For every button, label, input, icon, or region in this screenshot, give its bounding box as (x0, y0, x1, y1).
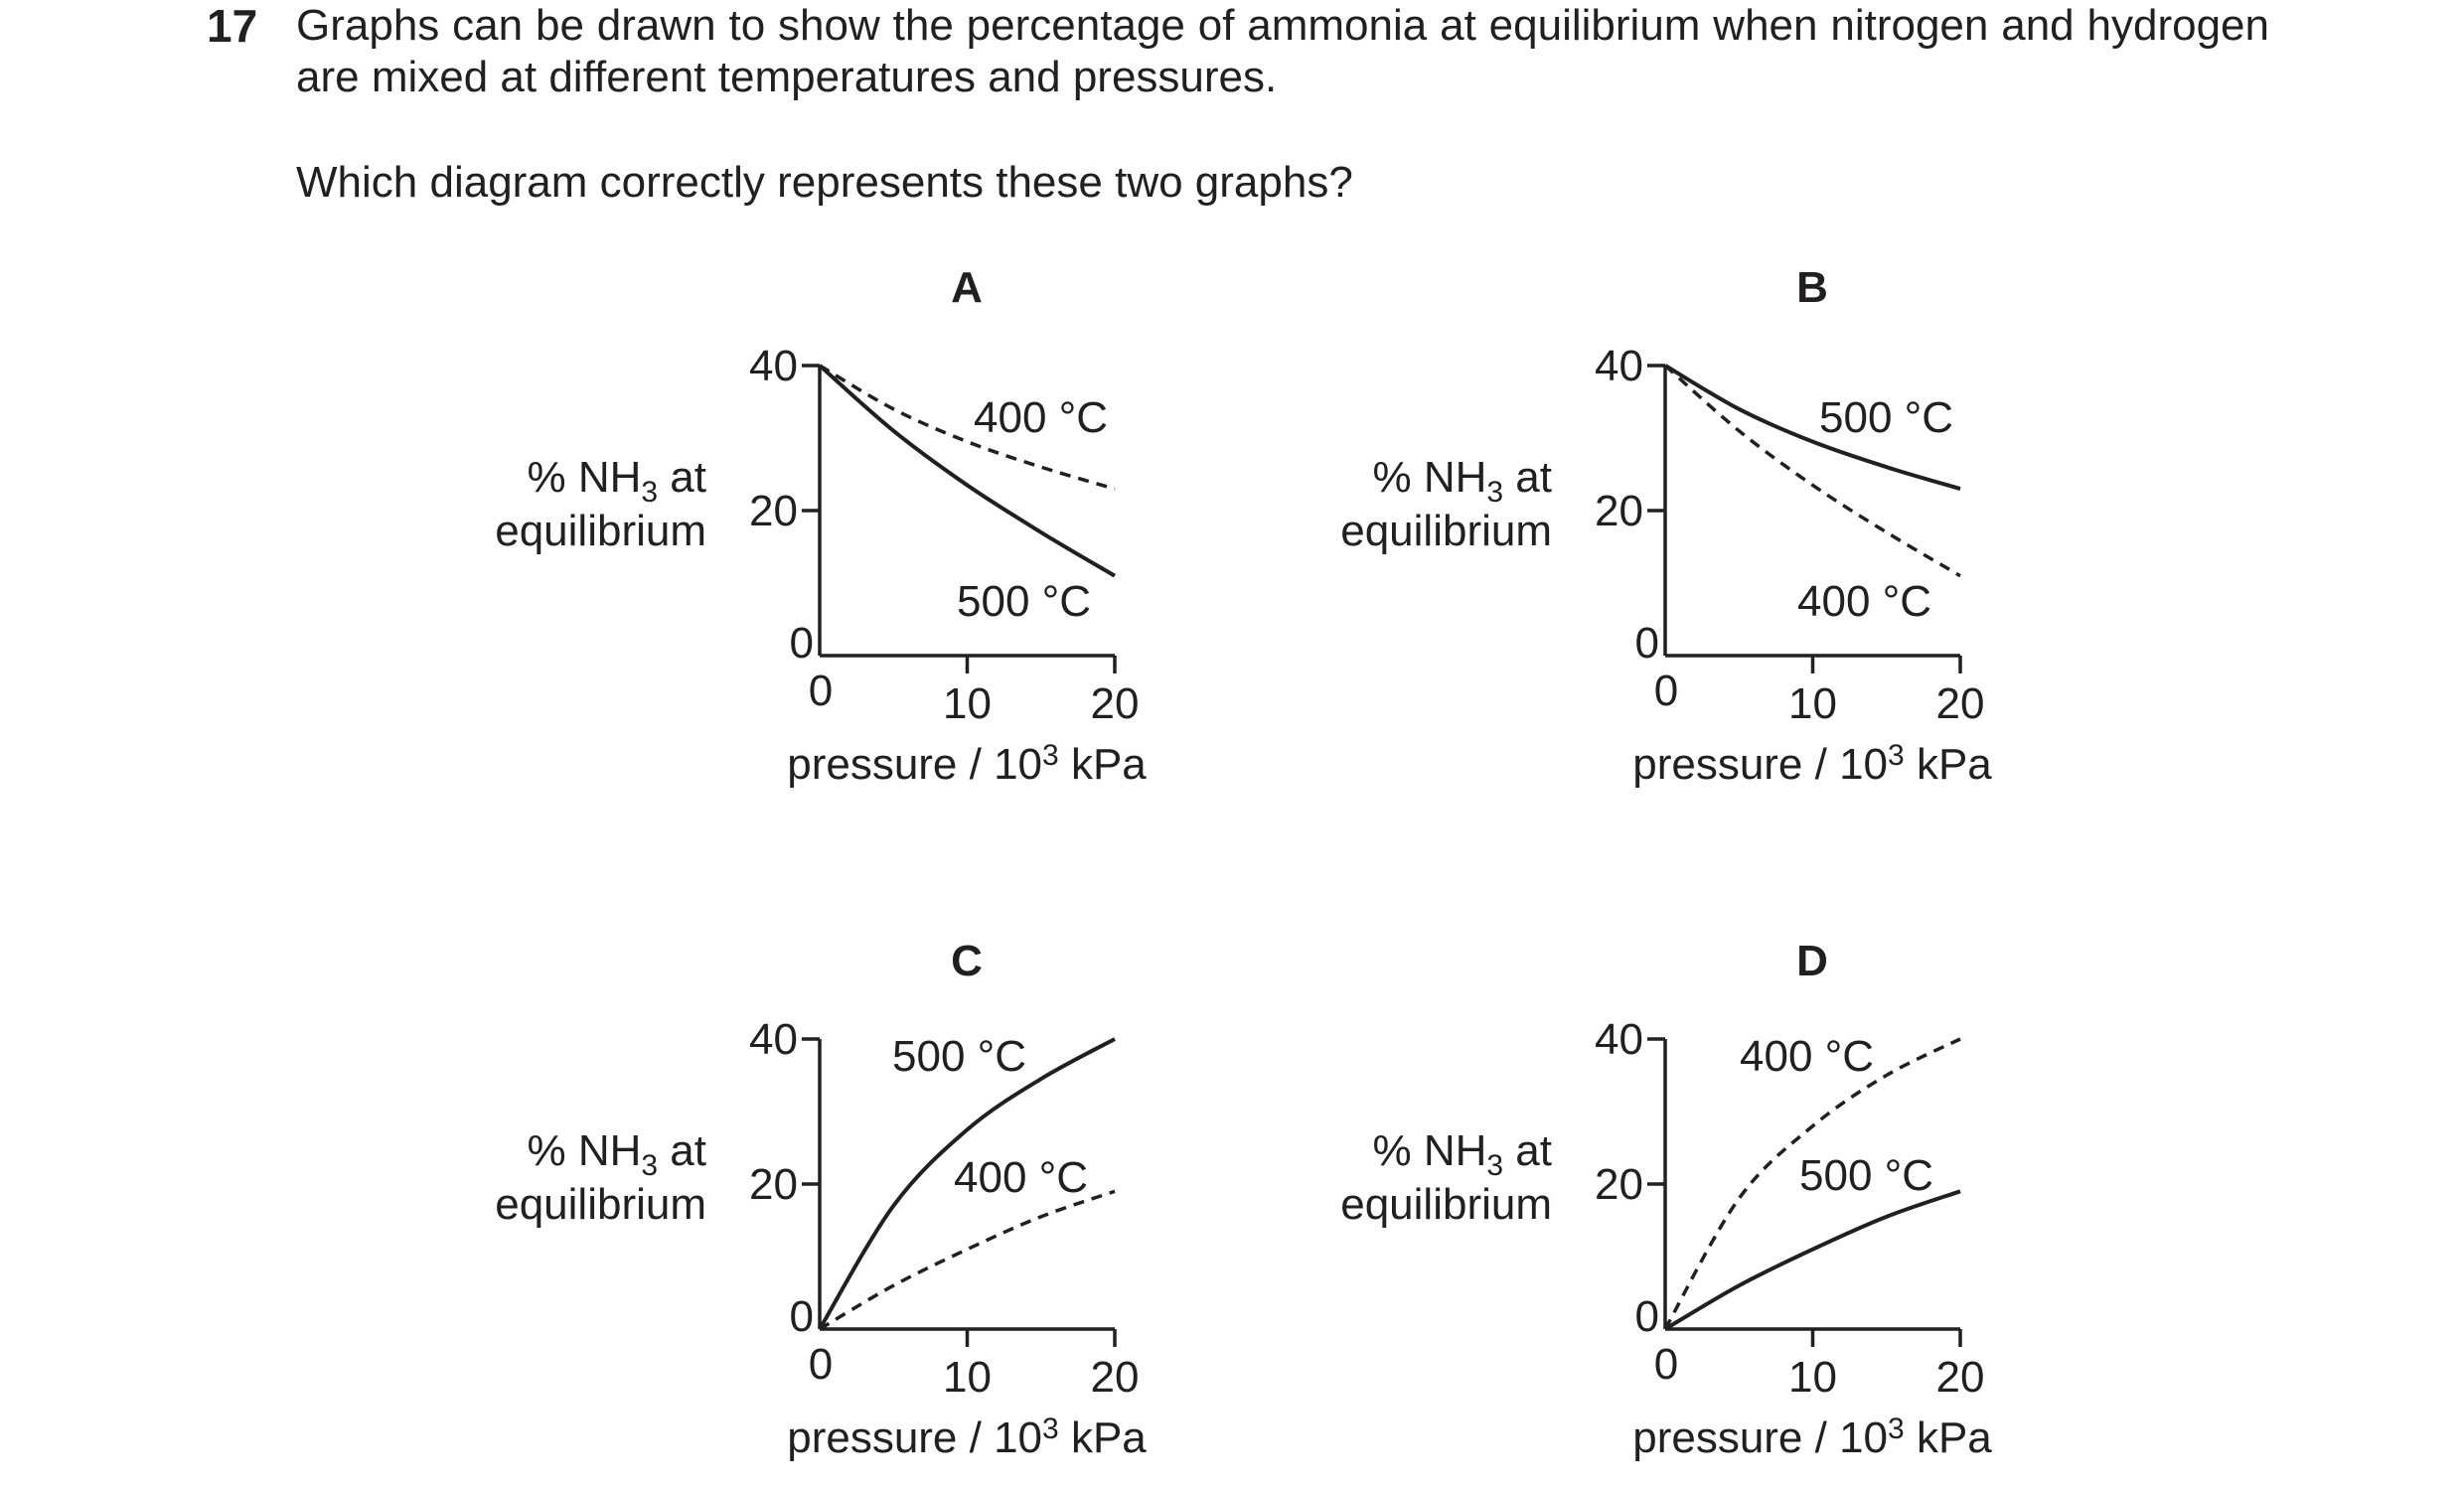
chart-b: 0 20 40 0 10 20 500 °C 400 °C (1595, 342, 1984, 728)
y-tick-label: 0 (790, 1292, 814, 1341)
x-tick-label: 20 (1936, 679, 1985, 728)
chart-d: 0 20 40 0 10 20 400 °C 500 °C (1595, 1015, 1984, 1402)
x-axis-label: pressure / 103 kPa (1632, 1413, 1992, 1462)
series-line-dashed (1663, 1037, 1961, 1330)
y-tick-label: 20 (1595, 487, 1643, 535)
y-tick-label: 40 (1595, 342, 1643, 390)
y-tick-label: 40 (749, 1015, 798, 1064)
series-line-solid (1663, 1189, 1961, 1331)
question-stem: Graphs can be drawn to show the percenta… (296, 1, 2269, 101)
series-label: 500 °C (957, 577, 1091, 626)
option-letter-d: D (1796, 937, 1828, 985)
series-line-solid (818, 364, 1117, 578)
question-number: 17 (207, 0, 258, 52)
chart-a: 0 20 40 0 10 20 400 °C 500 °C (749, 342, 1139, 728)
x-axis-label: pressure / 103 kPa (1632, 739, 1992, 789)
series-label: 500 °C (1819, 393, 1953, 442)
x-tick-label: 10 (943, 679, 992, 728)
series-line-solid (818, 1037, 1116, 1331)
question-prompt: Which diagram correctly represents these… (296, 158, 1353, 207)
y-tick-label: 0 (1635, 619, 1659, 668)
x-tick-label: 0 (809, 1340, 833, 1389)
y-tick-label: 20 (749, 1160, 798, 1209)
series-label: 400 °C (1740, 1032, 1874, 1081)
y-tick-label: 0 (790, 619, 814, 668)
series-label: 400 °C (974, 393, 1108, 442)
series-label: 500 °C (892, 1032, 1026, 1081)
x-tick-label: 10 (1788, 1353, 1837, 1402)
y-axis-label: % NH3 at equilibrium (1340, 1126, 1552, 1229)
series-line-dashed (819, 1189, 1116, 1331)
y-axis-label: % NH3 at equilibrium (1340, 453, 1552, 555)
y-tick-label: 40 (1595, 1015, 1643, 1064)
option-letter-b: B (1796, 263, 1828, 312)
y-axis-label: % NH3 at equilibrium (495, 453, 706, 555)
x-tick-label: 20 (1936, 1353, 1985, 1402)
y-axis-label: % NH3 at equilibrium (495, 1126, 706, 1229)
y-tick-label: 20 (1595, 1160, 1643, 1209)
x-tick-label: 20 (1091, 1353, 1140, 1402)
x-tick-label: 0 (1654, 1340, 1678, 1389)
chart-c: 0 20 40 0 10 20 500 °C 400 °C (749, 1015, 1139, 1402)
y-tick-label: 40 (749, 342, 798, 390)
option-letter-a: A (951, 263, 983, 312)
x-tick-label: 10 (1788, 679, 1837, 728)
x-tick-label: 0 (1654, 667, 1678, 715)
y-tick-label: 20 (749, 487, 798, 535)
x-tick-label: 20 (1091, 679, 1140, 728)
x-axis-label: pressure / 103 kPa (787, 739, 1147, 789)
series-line-dashed (1663, 364, 1961, 578)
option-letter-c: C (951, 937, 983, 985)
x-tick-label: 0 (809, 667, 833, 715)
series-line-solid (1663, 364, 1961, 492)
x-tick-label: 10 (943, 1353, 992, 1402)
series-line-dashed (819, 364, 1116, 491)
y-tick-label: 0 (1635, 1292, 1659, 1341)
series-label: 500 °C (1799, 1151, 1933, 1200)
series-label: 400 °C (954, 1153, 1088, 1202)
series-label: 400 °C (1797, 577, 1931, 626)
x-axis-label: pressure / 103 kPa (787, 1413, 1147, 1462)
